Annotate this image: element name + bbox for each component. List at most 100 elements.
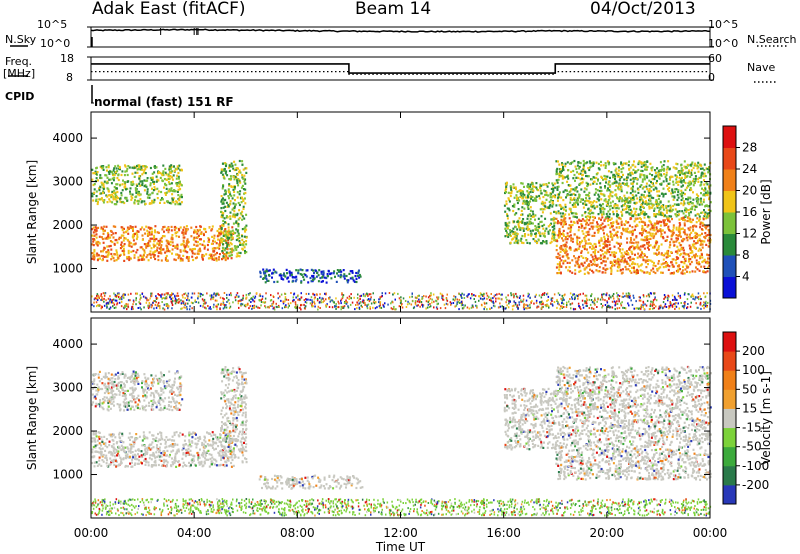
echo-cell [621, 271, 624, 274]
echo-cell [356, 274, 359, 278]
echo-cell [533, 185, 536, 188]
noise-right-tick-bottom: 10^0 [708, 37, 739, 50]
ground-scatter-cell [241, 298, 244, 301]
echo-cell [664, 222, 667, 226]
echo-cell [139, 254, 142, 257]
echo-cell [211, 228, 214, 231]
echo-cell [171, 193, 174, 196]
echo-cell [508, 200, 511, 203]
echo-cell [687, 227, 690, 230]
echo-cell [617, 242, 620, 245]
echo-cell [631, 245, 634, 248]
echo-cell [707, 171, 710, 174]
echo-cell [610, 235, 612, 238]
echo-cell [134, 225, 137, 228]
echo-cell [268, 269, 271, 272]
echo-cell [685, 210, 688, 213]
echo-cell [607, 163, 610, 166]
echo-cell [607, 248, 609, 251]
echo-cell [300, 273, 303, 276]
echo-cell [543, 189, 546, 192]
echo-cell [681, 269, 684, 272]
echo-cell [229, 200, 232, 203]
ground-scatter-cell [450, 302, 453, 305]
echo-cell [596, 221, 598, 224]
echo-cell [517, 239, 520, 242]
echo-cell [644, 261, 647, 264]
echo-cell [527, 207, 530, 210]
echo-cell [117, 178, 120, 182]
echo-cell [180, 184, 183, 187]
echo-cell [102, 182, 105, 185]
echo-cell [650, 235, 653, 238]
echo-cell [637, 191, 640, 194]
echo-cell [685, 208, 688, 211]
echo-cell [703, 215, 706, 218]
echo-cell [695, 221, 698, 224]
echo-cell [698, 247, 701, 250]
echo-cell [174, 232, 177, 235]
echo-cell [630, 266, 633, 269]
echo-cell [173, 229, 176, 232]
echo-cell [106, 255, 109, 258]
echo-cell [597, 257, 600, 260]
echo-cell [174, 190, 177, 193]
ground-scatter-cell [453, 295, 455, 298]
echo-cell [581, 239, 584, 242]
echo-cell [217, 238, 220, 241]
ground-scatter-cell [332, 300, 334, 303]
ground-scatter-cell [93, 298, 96, 301]
echo-cell [112, 232, 115, 235]
ground-scatter-cell [418, 298, 420, 301]
echo-cell [553, 239, 555, 242]
echo-cell [232, 167, 235, 170]
echo-cell [193, 252, 196, 255]
echo-cell [635, 223, 638, 226]
echo-cell [531, 199, 534, 202]
echo-cell [105, 255, 108, 258]
echo-cell [172, 244, 175, 247]
echo-cell [526, 194, 529, 197]
echo-cell [123, 259, 126, 262]
ground-scatter-cell [298, 298, 301, 300]
echo-cell [602, 213, 605, 216]
echo-cell [697, 180, 700, 183]
echo-cell [513, 233, 516, 236]
ground-scatter-cell [279, 295, 281, 298]
echo-cell [540, 215, 543, 218]
echo-cell [557, 236, 560, 239]
ground-scatter-cell [672, 303, 675, 306]
echo-cell [624, 258, 627, 261]
echo-cell [640, 238, 643, 241]
echo-cell [238, 193, 241, 196]
echo-cell [665, 168, 668, 171]
echo-cell [611, 225, 613, 228]
echo-cell [326, 274, 329, 278]
echo-cell [238, 159, 241, 163]
echo-cell [515, 188, 517, 191]
ground-scatter-cell [643, 295, 645, 298]
ground-scatter-cell [450, 303, 452, 306]
echo-cell [241, 163, 244, 166]
echo-cell [649, 162, 652, 165]
echo-cell [682, 191, 685, 194]
echo-cell [670, 192, 673, 195]
echo-cell [642, 210, 644, 213]
echo-cell [619, 244, 621, 247]
echo-cell [109, 240, 112, 243]
ground-scatter-cell [127, 293, 130, 296]
echo-cell [705, 182, 708, 185]
echo-cell [139, 180, 142, 183]
echo-cell [671, 263, 674, 266]
echo-cell [688, 202, 691, 206]
echo-cell [693, 171, 696, 174]
echo-cell [621, 182, 624, 185]
echo-cell [576, 262, 579, 266]
echo-cell [677, 229, 680, 232]
echo-cell [228, 236, 231, 239]
echo-cell [582, 159, 585, 163]
ground-scatter-cell [374, 307, 377, 310]
echo-cell [522, 218, 525, 221]
echo-cell [624, 199, 627, 202]
echo-cell [559, 204, 562, 207]
